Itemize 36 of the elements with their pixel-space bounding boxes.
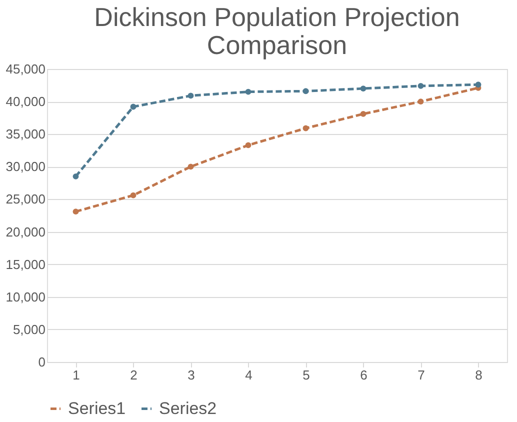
- chart-title: Dickinson Population Projection Comparison: [94, 2, 460, 60]
- point: [130, 192, 136, 198]
- point: [188, 164, 194, 170]
- y-tick-label: 30,000: [6, 159, 46, 174]
- point: [72, 173, 79, 180]
- y-tick-label: 20,000: [6, 224, 46, 240]
- point: [245, 142, 252, 148]
- y-tick-label: 15,000: [6, 256, 46, 272]
- legend-label: Series2: [159, 398, 217, 418]
- y-tick-label: 45,000: [6, 62, 46, 76]
- x-tick-label: 3: [188, 368, 195, 382]
- x-tick-label: 2: [130, 368, 138, 382]
- point: [188, 92, 194, 99]
- y-tick-label: 0: [38, 354, 46, 370]
- point: [130, 104, 136, 110]
- point: [72, 208, 79, 215]
- point: [245, 88, 252, 95]
- y-tick-label: 35,000: [6, 126, 46, 142]
- y-tick-label: 40,000: [6, 94, 46, 110]
- x-tick-label: 8: [475, 368, 482, 382]
- point: [475, 82, 482, 88]
- x-tick-label: 6: [360, 368, 368, 382]
- x-tick-label: 7: [418, 368, 425, 382]
- point: [302, 125, 309, 132]
- point: [418, 98, 424, 105]
- y-tick-label: 5,000: [12, 322, 46, 337]
- legend-label: Series1: [68, 398, 126, 418]
- point: [360, 86, 366, 92]
- x-tick-label: 5: [302, 368, 310, 382]
- y-tick-label: 10,000: [6, 289, 46, 304]
- point: [302, 88, 309, 94]
- x-tick-label: 4: [245, 368, 252, 382]
- x-tick-label: 1: [72, 368, 80, 382]
- point: [360, 110, 366, 117]
- point: [418, 82, 424, 89]
- y-tick-label: 25,000: [6, 192, 46, 207]
